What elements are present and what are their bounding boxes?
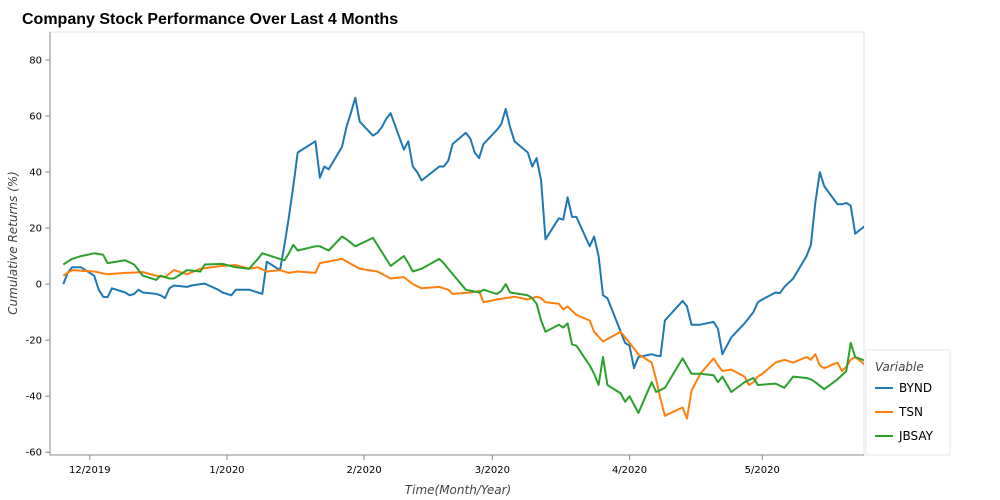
legend-items: BYND TSN JBSAY	[875, 381, 934, 443]
series-line-bynd	[62, 96, 864, 370]
plot-area	[49, 31, 865, 456]
legend: Variable BYND TSN JBSAY	[865, 349, 951, 456]
legend-label-jbsay: JBSAY	[898, 429, 934, 443]
axes-layer	[49, 32, 864, 456]
y-tick-label: 0	[36, 280, 42, 291]
y-tick-label: -40	[26, 392, 42, 403]
legend-label-bynd: BYND	[899, 381, 932, 395]
x-tick-label: 4/2020	[612, 465, 647, 476]
y-tick-label: 60	[29, 112, 42, 123]
y-axis-label: Cumulative Returns (%)	[6, 171, 20, 315]
legend-title: Variable	[875, 360, 924, 374]
y-tick-label: 40	[29, 168, 42, 179]
series-line-jbsay	[62, 235, 864, 414]
legend-box	[865, 349, 951, 456]
series-layer	[62, 96, 864, 420]
series-line-tsn	[62, 257, 864, 420]
x-ticks: 12/2019 1/2020 2/2020 3/2020 4/2020 5/2020	[69, 455, 780, 476]
legend-label-tsn: TSN	[898, 405, 923, 419]
x-axis-label: Time(Month/Year)	[405, 483, 511, 497]
y-tick-label: -60	[26, 448, 42, 459]
y-tick-label: 20	[29, 224, 42, 235]
y-tick-label: -20	[26, 336, 42, 347]
x-tick-label: 1/2020	[209, 465, 244, 476]
x-tick-label: 5/2020	[745, 465, 780, 476]
y-tick-label: 80	[29, 56, 42, 67]
y-ticks: -60 -40 -20 0 20 40 60 80	[26, 56, 50, 459]
x-tick-label: 12/2019	[69, 465, 111, 476]
x-tick-label: 2/2020	[347, 465, 382, 476]
x-tick-label: 3/2020	[475, 465, 510, 476]
chart-title: Company Stock Performance Over Last 4 Mo…	[22, 11, 398, 28]
